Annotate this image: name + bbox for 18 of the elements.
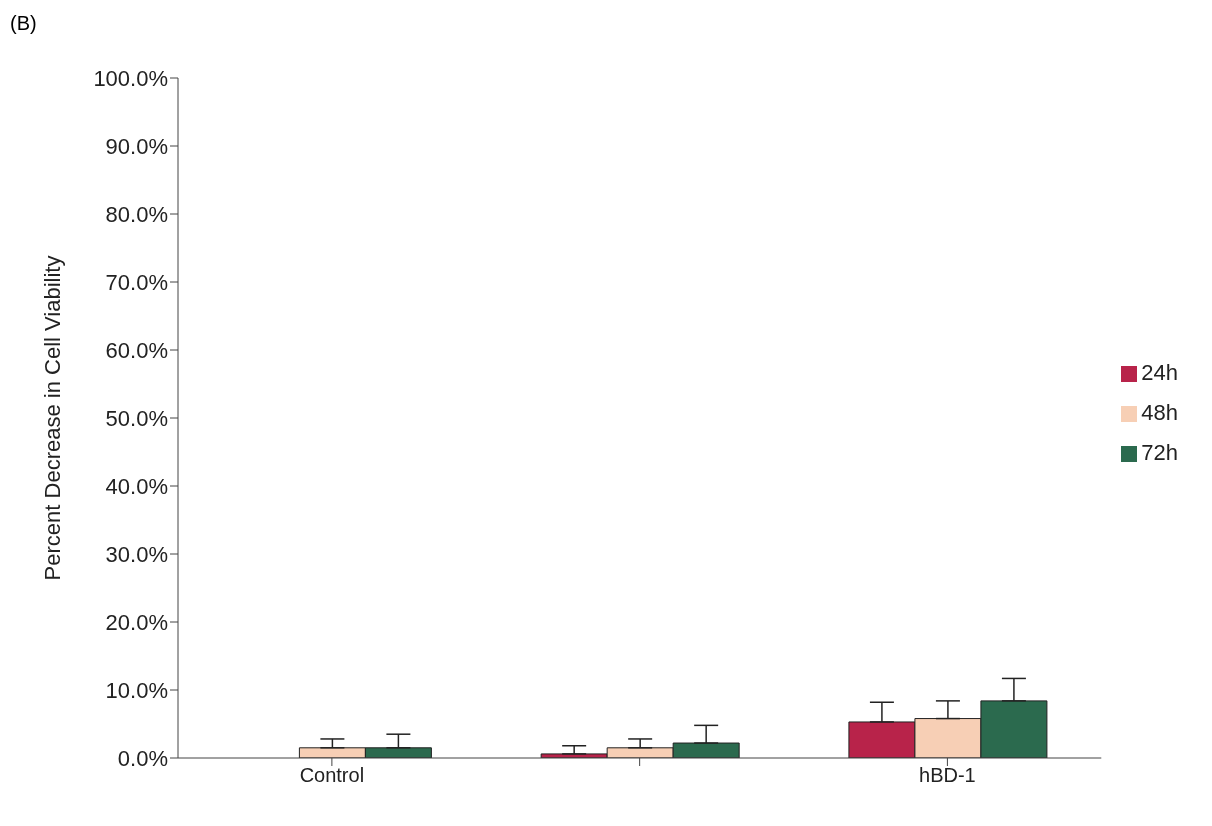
- y-tick-label: 60.0%: [105, 337, 168, 363]
- y-tick-label: 0.0%: [117, 745, 168, 771]
- y-tick-label: 50.0%: [105, 405, 168, 431]
- y-tick-label: 100.0%: [93, 65, 168, 91]
- chart-title: (B): [10, 12, 37, 35]
- legend-label: 48h: [1141, 400, 1178, 425]
- y-tick-label: 80.0%: [105, 201, 168, 227]
- y-tick-label: 20.0%: [105, 609, 168, 635]
- legend-label: 24h: [1141, 360, 1178, 385]
- x-tick-label: hBD-1: [919, 764, 976, 787]
- legend-label: 72h: [1141, 440, 1178, 465]
- y-axis-title: Percent Decrease in Cell Viability: [39, 255, 65, 581]
- y-tick-label: 90.0%: [105, 133, 168, 159]
- y-tick-label: 40.0%: [105, 473, 168, 499]
- x-tick-label: Control: [299, 764, 365, 787]
- y-tick-label: 70.0%: [105, 269, 168, 295]
- y-tick-label: 10.0%: [105, 677, 168, 703]
- y-tick-label: 30.0%: [105, 541, 168, 567]
